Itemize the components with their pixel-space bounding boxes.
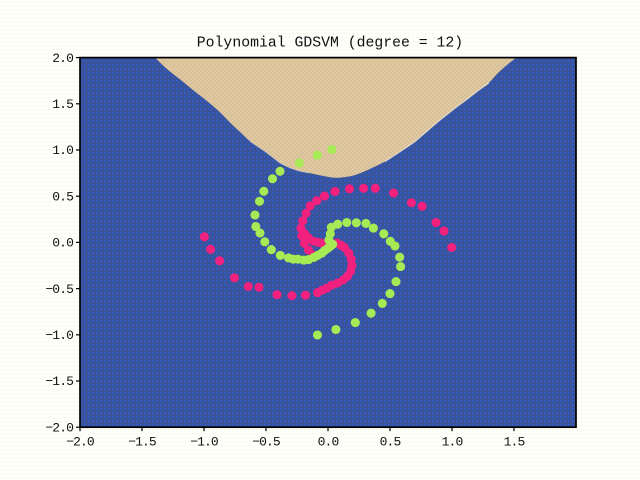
svg-text:0.5: 0.5 — [52, 189, 73, 204]
svg-text:0.5: 0.5 — [380, 435, 401, 450]
svg-text:1.5: 1.5 — [52, 97, 73, 112]
svg-text:2.0: 2.0 — [52, 51, 73, 66]
svg-text:−0.5: −0.5 — [45, 282, 73, 297]
svg-text:−1.0: −1.0 — [45, 328, 73, 343]
svg-text:−0.5: −0.5 — [252, 435, 280, 450]
svg-text:0.0: 0.0 — [52, 236, 73, 251]
svg-text:−2.0: −2.0 — [66, 435, 94, 450]
svg-text:Polynomial GDSVM (degree = 12): Polynomial GDSVM (degree = 12) — [197, 36, 463, 52]
svg-text:−2.0: −2.0 — [45, 420, 73, 435]
svg-text:−1.5: −1.5 — [128, 435, 156, 450]
svg-text:−1.0: −1.0 — [190, 435, 218, 450]
svg-text:−1.5: −1.5 — [45, 374, 73, 389]
svg-text:1.5: 1.5 — [504, 435, 525, 450]
svg-text:0.0: 0.0 — [318, 435, 339, 450]
svg-text:1.0: 1.0 — [442, 435, 463, 450]
svg-text:1.0: 1.0 — [52, 143, 73, 158]
